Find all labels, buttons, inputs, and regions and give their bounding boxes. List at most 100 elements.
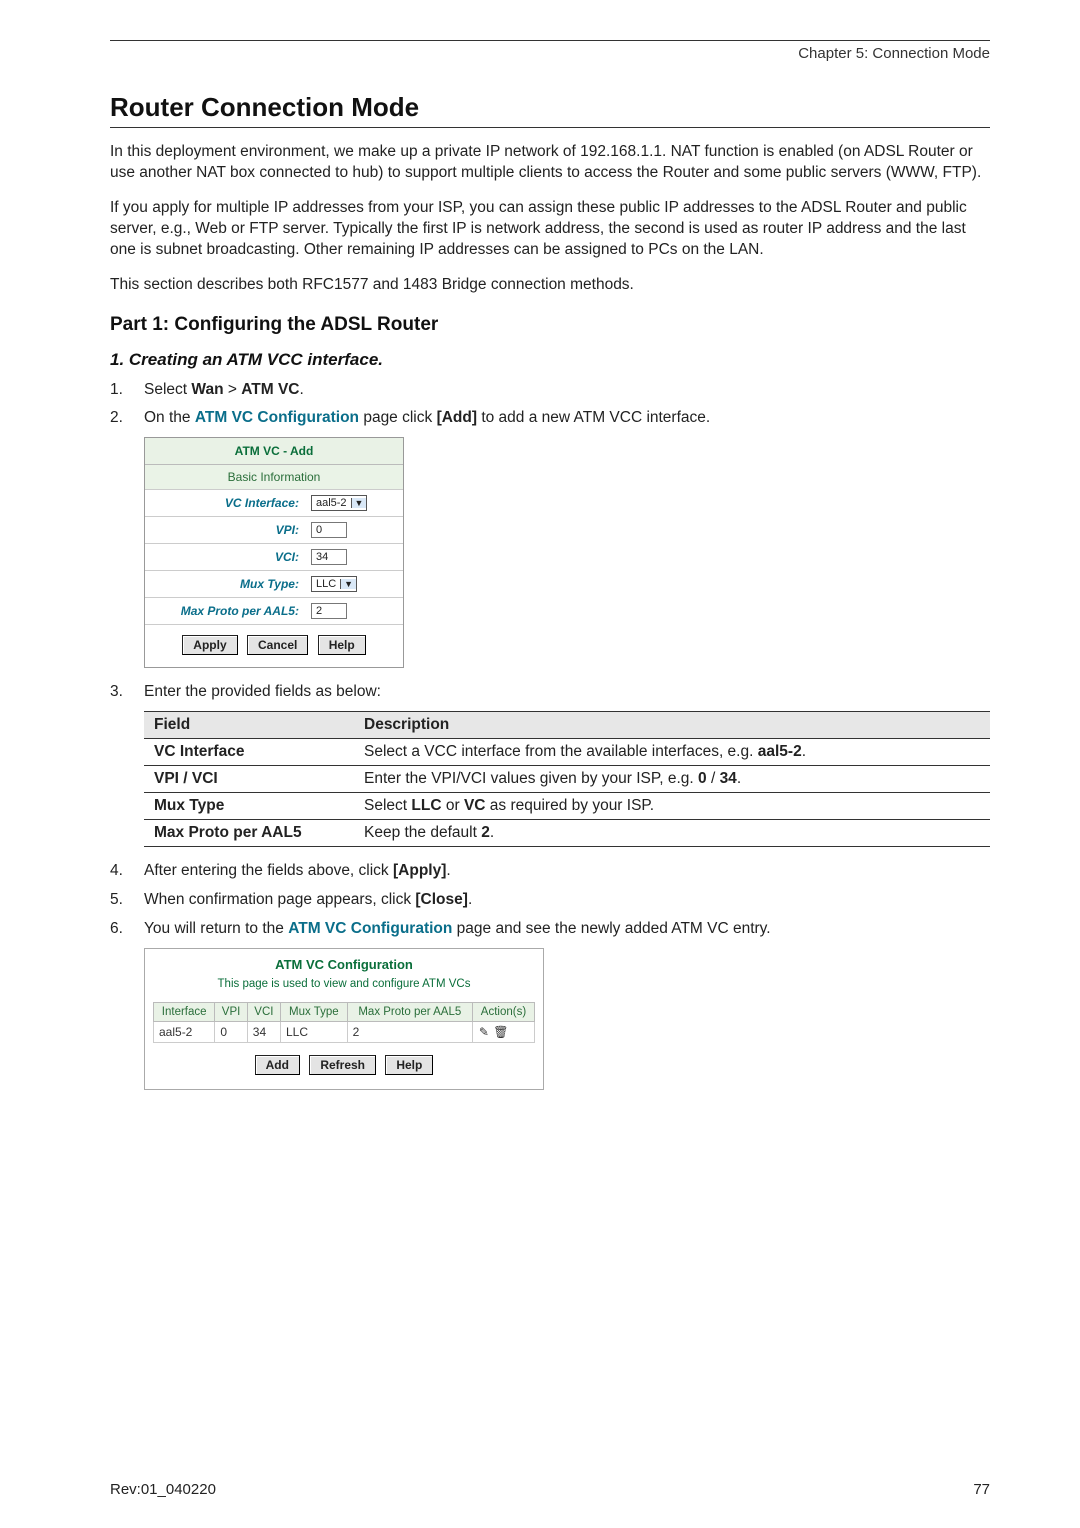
text: When confirmation page appears, click [144,891,415,908]
vc-interface-value: aal5-2 [312,496,351,510]
step-number: 6. [110,919,144,940]
value: LLC [411,797,441,814]
value: aal5-2 [758,743,802,760]
text: to add a new ATM VCC interface. [477,409,710,426]
config-link: ATM VC Configuration [195,409,359,426]
step-content: Select Wan > ATM VC. [144,380,990,401]
text: . [737,770,741,787]
table-row: aal5-2 0 34 LLC 2 ✎ 🗑 [154,1022,535,1043]
sub1-title: 1. Creating an ATM VCC interface. [110,350,990,370]
table-row: VPI / VCI Enter the VPI/VCI values given… [144,766,990,793]
refresh-button[interactable]: Refresh [309,1055,376,1075]
config-link: ATM VC Configuration [288,920,452,937]
step-content: After entering the fields above, click [… [144,861,990,882]
part1-title: Part 1: Configuring the ADSL Router [110,314,990,336]
wan-label: Wan [191,381,223,398]
text: . [468,891,472,908]
text: page and see the newly added ATM VC entr… [452,920,770,937]
col-maxproto: Max Proto per AAL5 [347,1003,472,1022]
apply-label: [Apply] [393,862,446,879]
field-desc: Enter the VPI/VCI values given by your I… [354,766,990,793]
text: You will return to the [144,920,288,937]
vci-input[interactable]: 34 [311,549,347,565]
text: Select [144,381,191,398]
separator: > [224,381,242,398]
col-description: Description [354,712,990,739]
cell-interface: aal5-2 [154,1022,215,1043]
table-row: Mux Type Select LLC or VC as required by… [144,793,990,820]
vpi-input[interactable]: 0 [311,522,347,538]
step-2: 2. On the ATM VC Configuration page clic… [110,408,990,429]
text: / [707,770,720,787]
mux-type-label: Mux Type: [145,571,305,598]
text: . [802,743,806,760]
top-rule [110,40,990,41]
step-content: Enter the provided fields as below: [144,682,990,703]
cell-vpi: 0 [215,1022,247,1043]
step-content: When confirmation page appears, click [C… [144,890,990,911]
step-content: You will return to the ATM VC Configurat… [144,919,990,940]
page-number: 77 [973,1481,990,1498]
field-desc: Keep the default 2. [354,820,990,847]
value: 34 [720,770,737,787]
field-desc: Select LLC or VC as required by your ISP… [354,793,990,820]
intro-paragraph-2: If you apply for multiple IP addresses f… [110,198,990,261]
vc-interface-label: VC Interface: [145,490,305,517]
edit-icon[interactable]: ✎ [478,1025,490,1039]
apply-button[interactable]: Apply [182,635,237,655]
vpi-label: VPI: [145,517,305,544]
atm-add-title: ATM VC - Add [145,438,403,465]
vci-label: VCI: [145,544,305,571]
col-field: Field [144,712,354,739]
field-name: VPI / VCI [144,766,354,793]
atm-add-section: Basic Information [145,465,403,490]
atm-add-form: VC Interface: aal5-2▼ VPI: 0 VCI: 34 Mux… [145,490,403,625]
atm-cfg-note: This page is used to view and configure … [145,976,543,1002]
text: . [446,862,450,879]
text: Select [364,797,411,814]
col-vci: VCI [247,1003,280,1022]
text: Enter the VPI/VCI values given by your I… [364,770,698,787]
chapter-header: Chapter 5: Connection Mode [110,45,990,62]
mux-type-select[interactable]: LLC▼ [311,576,357,592]
text: as required by your ISP. [485,797,654,814]
max-proto-label: Max Proto per AAL5: [145,598,305,625]
text: or [442,797,464,814]
mux-type-value: LLC [312,577,340,591]
page-title: Router Connection Mode [110,92,990,128]
col-mux: Mux Type [280,1003,347,1022]
text: . [490,824,494,841]
trash-icon[interactable]: 🗑 [493,1025,505,1039]
value: VC [464,797,486,814]
cell-vci: 34 [247,1022,280,1043]
col-vpi: VPI [215,1003,247,1022]
atm-add-buttons: Apply Cancel Help [145,625,403,667]
page-footer: Rev:01_040220 77 [110,1481,990,1498]
help-button[interactable]: Help [385,1055,433,1075]
atm-vc-add-panel: ATM VC - Add Basic Information VC Interf… [144,437,404,668]
text: Keep the default [364,824,481,841]
text: page click [359,409,437,426]
step-3: 3. Enter the provided fields as below: [110,682,990,703]
max-proto-input[interactable]: 2 [311,603,347,619]
vc-interface-select[interactable]: aal5-2▼ [311,495,368,511]
text: Select a VCC interface from the availabl… [364,743,758,760]
intro-paragraph-1: In this deployment environment, we make … [110,142,990,184]
close-label: [Close] [415,891,468,908]
cancel-button[interactable]: Cancel [247,635,308,655]
step-5: 5. When confirmation page appears, click… [110,890,990,911]
help-button[interactable]: Help [318,635,366,655]
value: 2 [481,824,490,841]
table-row: VC Interface Select a VCC interface from… [144,739,990,766]
field-desc: Select a VCC interface from the availabl… [354,739,990,766]
field-description-table: Field Description VC Interface Select a … [144,711,990,847]
text: On the [144,409,195,426]
cell-mux: LLC [280,1022,347,1043]
atm-cfg-title: ATM VC Configuration [145,949,543,976]
step-number: 1. [110,380,144,401]
field-name: Max Proto per AAL5 [144,820,354,847]
value: 0 [698,770,707,787]
step-number: 5. [110,890,144,911]
add-button[interactable]: Add [255,1055,300,1075]
revision-label: Rev:01_040220 [110,1481,216,1498]
